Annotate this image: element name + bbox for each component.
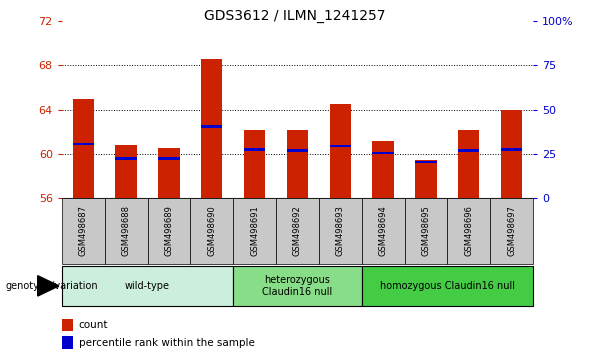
Bar: [448, 198, 490, 264]
Bar: [330, 104, 351, 198]
Polygon shape: [38, 276, 59, 296]
Bar: [158, 157, 180, 160]
Bar: [319, 198, 362, 264]
Text: GSM498696: GSM498696: [464, 206, 474, 256]
Bar: [201, 59, 223, 198]
Bar: [362, 266, 533, 306]
Bar: [158, 148, 180, 198]
Bar: [415, 160, 436, 198]
Bar: [276, 198, 319, 264]
Bar: [62, 198, 105, 264]
Bar: [458, 130, 479, 198]
Bar: [244, 148, 265, 151]
Text: GSM498693: GSM498693: [336, 206, 345, 256]
Text: GSM498697: GSM498697: [507, 206, 516, 256]
Bar: [501, 148, 522, 151]
Text: GSM498691: GSM498691: [250, 206, 259, 256]
Text: heterozygous
Claudin16 null: heterozygous Claudin16 null: [262, 275, 333, 297]
Bar: [244, 130, 265, 198]
Bar: [62, 266, 233, 306]
Text: genotype/variation: genotype/variation: [6, 281, 98, 291]
Bar: [115, 145, 137, 198]
Text: GSM498689: GSM498689: [164, 206, 173, 256]
Bar: [415, 160, 436, 163]
Bar: [490, 198, 533, 264]
Text: GSM498687: GSM498687: [79, 205, 88, 257]
Bar: [201, 125, 223, 127]
Bar: [105, 198, 147, 264]
Bar: [372, 152, 394, 154]
Text: GSM498688: GSM498688: [121, 205, 131, 257]
Bar: [287, 149, 308, 152]
Text: GSM498695: GSM498695: [422, 206, 431, 256]
Bar: [72, 143, 94, 145]
Text: GSM498690: GSM498690: [207, 206, 216, 256]
Text: GSM498694: GSM498694: [379, 206, 388, 256]
Text: GSM498692: GSM498692: [293, 206, 302, 256]
Text: homozygous Claudin16 null: homozygous Claudin16 null: [380, 281, 515, 291]
Text: count: count: [79, 320, 108, 330]
Bar: [72, 99, 94, 198]
Bar: [330, 145, 351, 148]
Bar: [372, 141, 394, 198]
Text: wild-type: wild-type: [125, 281, 170, 291]
Text: GDS3612 / ILMN_1241257: GDS3612 / ILMN_1241257: [204, 9, 385, 23]
Bar: [405, 198, 448, 264]
Bar: [233, 198, 276, 264]
Bar: [62, 336, 73, 349]
Bar: [190, 198, 233, 264]
Bar: [115, 157, 137, 160]
Bar: [362, 198, 405, 264]
Bar: [501, 110, 522, 198]
Bar: [458, 149, 479, 152]
Bar: [287, 130, 308, 198]
Bar: [233, 266, 362, 306]
Bar: [62, 319, 73, 331]
Bar: [147, 198, 190, 264]
Text: percentile rank within the sample: percentile rank within the sample: [79, 338, 254, 348]
